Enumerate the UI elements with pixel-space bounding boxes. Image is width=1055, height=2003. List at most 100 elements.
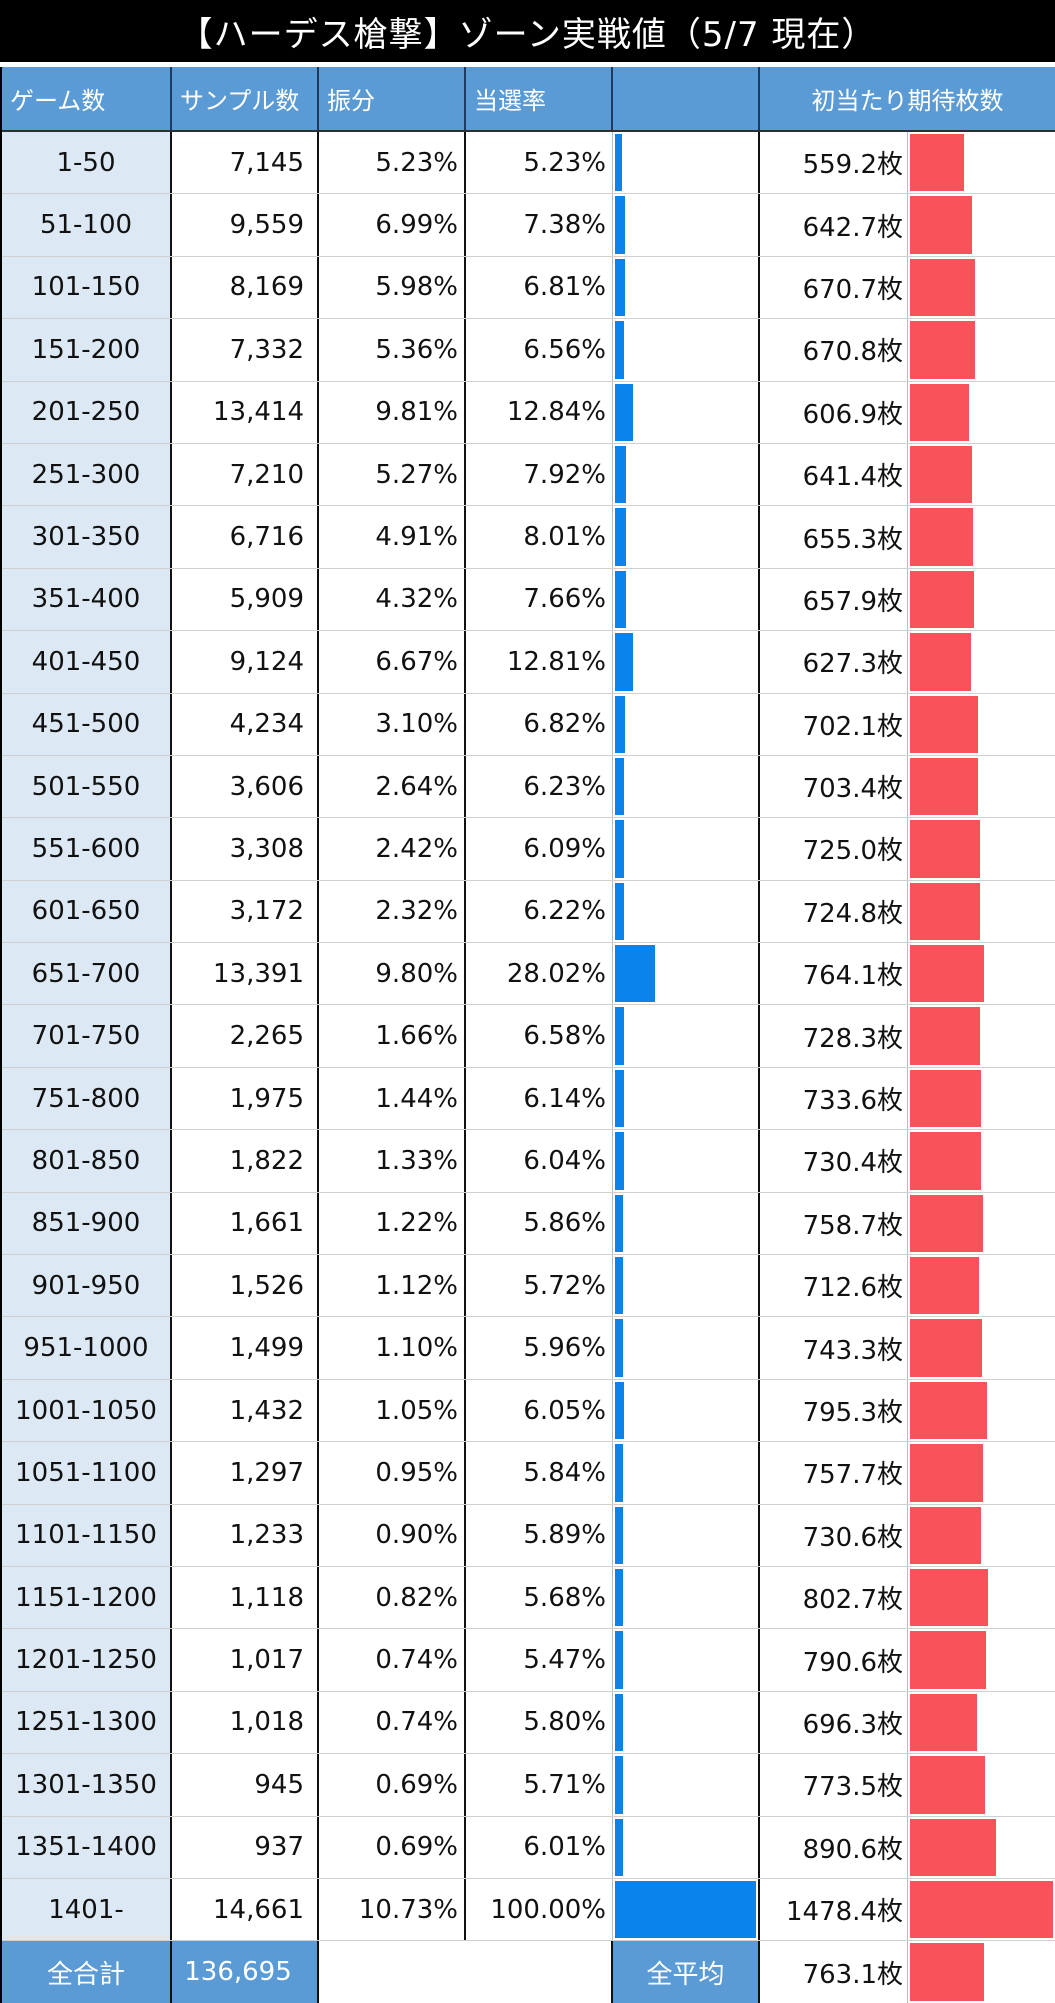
expect-cell: 725.0枚 [760, 818, 908, 880]
zone-cell: 1351-1400 [2, 1816, 172, 1878]
rate-bar [615, 321, 625, 379]
expect-bar-cell [908, 1692, 1055, 1753]
zone-cell: 951-1000 [2, 1317, 172, 1379]
expect-bar-cell [908, 444, 1055, 505]
expect-bar-cell [908, 1068, 1055, 1129]
rate-bar [615, 1069, 624, 1128]
share-cell: 1.66% [319, 1005, 466, 1067]
table-row: 101-150 8,169 5.98% 6.81% 670.7枚 [2, 256, 1055, 320]
expect-bar-cell [908, 1380, 1055, 1441]
rate-cell: 12.81% [466, 631, 613, 693]
expect-bar-cell [908, 1193, 1055, 1254]
share-cell: 6.99% [319, 194, 466, 256]
expect-bar [910, 882, 981, 941]
share-cell: 3.10% [319, 693, 466, 755]
expect-bar-cell [908, 1629, 1055, 1690]
table-row: 1-50 7,145 5.23% 5.23% 559.2枚 [2, 132, 1055, 195]
table-row: 1101-1150 1,233 0.90% 5.89% 730.6枚 [2, 1504, 1055, 1567]
rate-bar-cell [613, 1067, 760, 1130]
zone-cell: 1301-1350 [2, 1754, 172, 1816]
rate-cell: 6.22% [466, 880, 613, 943]
table-row: 1151-1200 1,118 0.82% 5.68% 802.7枚 [2, 1566, 1055, 1630]
rate-bar [615, 1818, 624, 1876]
rate-cell: 6.09% [466, 818, 613, 880]
expect-bar [910, 1319, 982, 1377]
samples-cell: 1,017 [172, 1629, 319, 1691]
samples-cell: 14,661 [172, 1878, 319, 1941]
expect-bar [910, 1693, 978, 1752]
rate-bar [615, 1257, 624, 1315]
table-row: 1351-1400 937 0.69% 6.01% 890.6枚 [2, 1816, 1055, 1879]
expect-bar-cell [908, 1130, 1055, 1191]
table-row: 701-750 2,265 1.66% 6.58% 728.3枚 [2, 1005, 1055, 1068]
share-cell: 1.10% [319, 1317, 466, 1379]
samples-cell: 8,169 [172, 256, 319, 319]
zone-cell: 401-450 [2, 631, 172, 693]
rate-bar [615, 882, 624, 941]
rate-bar-cell [613, 880, 760, 943]
share-cell: 4.91% [319, 506, 466, 568]
expect-bar [910, 1381, 987, 1440]
table-header: ゲーム数 サンプル数 振分 当選率 初当たり期待枚数 [2, 67, 1055, 132]
zone-cell: 1151-1200 [2, 1566, 172, 1629]
expect-cell: 743.3枚 [760, 1317, 908, 1379]
expect-cell: 627.3枚 [760, 631, 908, 693]
expect-bar-cell [908, 506, 1055, 567]
rate-bar [615, 1381, 624, 1440]
rate-cell: 5.86% [466, 1192, 613, 1255]
expect-bar [910, 258, 975, 317]
rate-cell: 6.04% [466, 1130, 613, 1192]
rate-bar [615, 1568, 623, 1627]
table-row: 501-550 3,606 2.64% 6.23% 703.4枚 [2, 755, 1055, 819]
rate-bar-cell [613, 1504, 760, 1566]
share-cell: 0.95% [319, 1442, 466, 1504]
zone-cell: 1201-1250 [2, 1629, 172, 1691]
expect-bar [910, 1132, 981, 1190]
rate-bar [615, 945, 655, 1003]
expect-cell: 890.6枚 [760, 1816, 908, 1878]
samples-cell: 6,716 [172, 506, 319, 568]
header-rate: 当選率 [466, 67, 613, 130]
expect-cell: 802.7枚 [760, 1566, 908, 1629]
table-row: 901-950 1,526 1.12% 5.72% 712.6枚 [2, 1255, 1055, 1318]
expect-cell: 641.4枚 [760, 443, 908, 506]
share-cell: 5.23% [319, 132, 466, 194]
rate-bar-cell [613, 1255, 760, 1317]
samples-cell: 1,118 [172, 1566, 319, 1629]
expect-bar [910, 695, 978, 753]
rate-cell: 6.81% [466, 256, 613, 319]
rate-bar-cell [613, 1317, 760, 1379]
table-row: 1251-1300 1,018 0.74% 5.80% 696.3枚 [2, 1691, 1055, 1755]
rate-bar [615, 383, 634, 441]
rate-cell: 8.01% [466, 506, 613, 568]
rate-bar-cell [613, 818, 760, 880]
rate-cell: 5.71% [466, 1754, 613, 1816]
expect-bar-cell [908, 1442, 1055, 1503]
expect-cell: 606.9枚 [760, 381, 908, 443]
expect-bar [910, 1631, 987, 1689]
expect-cell: 733.6枚 [760, 1067, 908, 1130]
expect-bar [910, 196, 973, 254]
rate-bar [615, 1319, 624, 1377]
expect-bar [910, 1568, 988, 1627]
expect-cell: 757.7枚 [760, 1442, 908, 1504]
rate-cell: 6.14% [466, 1067, 613, 1130]
samples-cell: 1,822 [172, 1130, 319, 1192]
expect-cell: 702.1枚 [760, 693, 908, 755]
rate-bar-cell [613, 1005, 760, 1067]
table-row: 951-1000 1,499 1.10% 5.96% 743.3枚 [2, 1317, 1055, 1380]
expect-bar-cell [908, 1505, 1055, 1566]
expect-bar [910, 945, 984, 1003]
rate-cell: 6.58% [466, 1005, 613, 1067]
expect-cell: 758.7枚 [760, 1192, 908, 1255]
rate-bar [615, 1631, 623, 1689]
samples-cell: 3,172 [172, 880, 319, 943]
samples-cell: 3,308 [172, 818, 319, 880]
table-footer: 全合計 136,695 全平均 763.1枚 [2, 1941, 1055, 2003]
rate-bar-cell [613, 568, 760, 631]
rate-cell: 6.82% [466, 693, 613, 755]
table-row: 451-500 4,234 3.10% 6.82% 702.1枚 [2, 693, 1055, 756]
zone-cell: 651-700 [2, 943, 172, 1005]
rate-bar [615, 757, 624, 816]
expect-cell: 730.4枚 [760, 1130, 908, 1192]
